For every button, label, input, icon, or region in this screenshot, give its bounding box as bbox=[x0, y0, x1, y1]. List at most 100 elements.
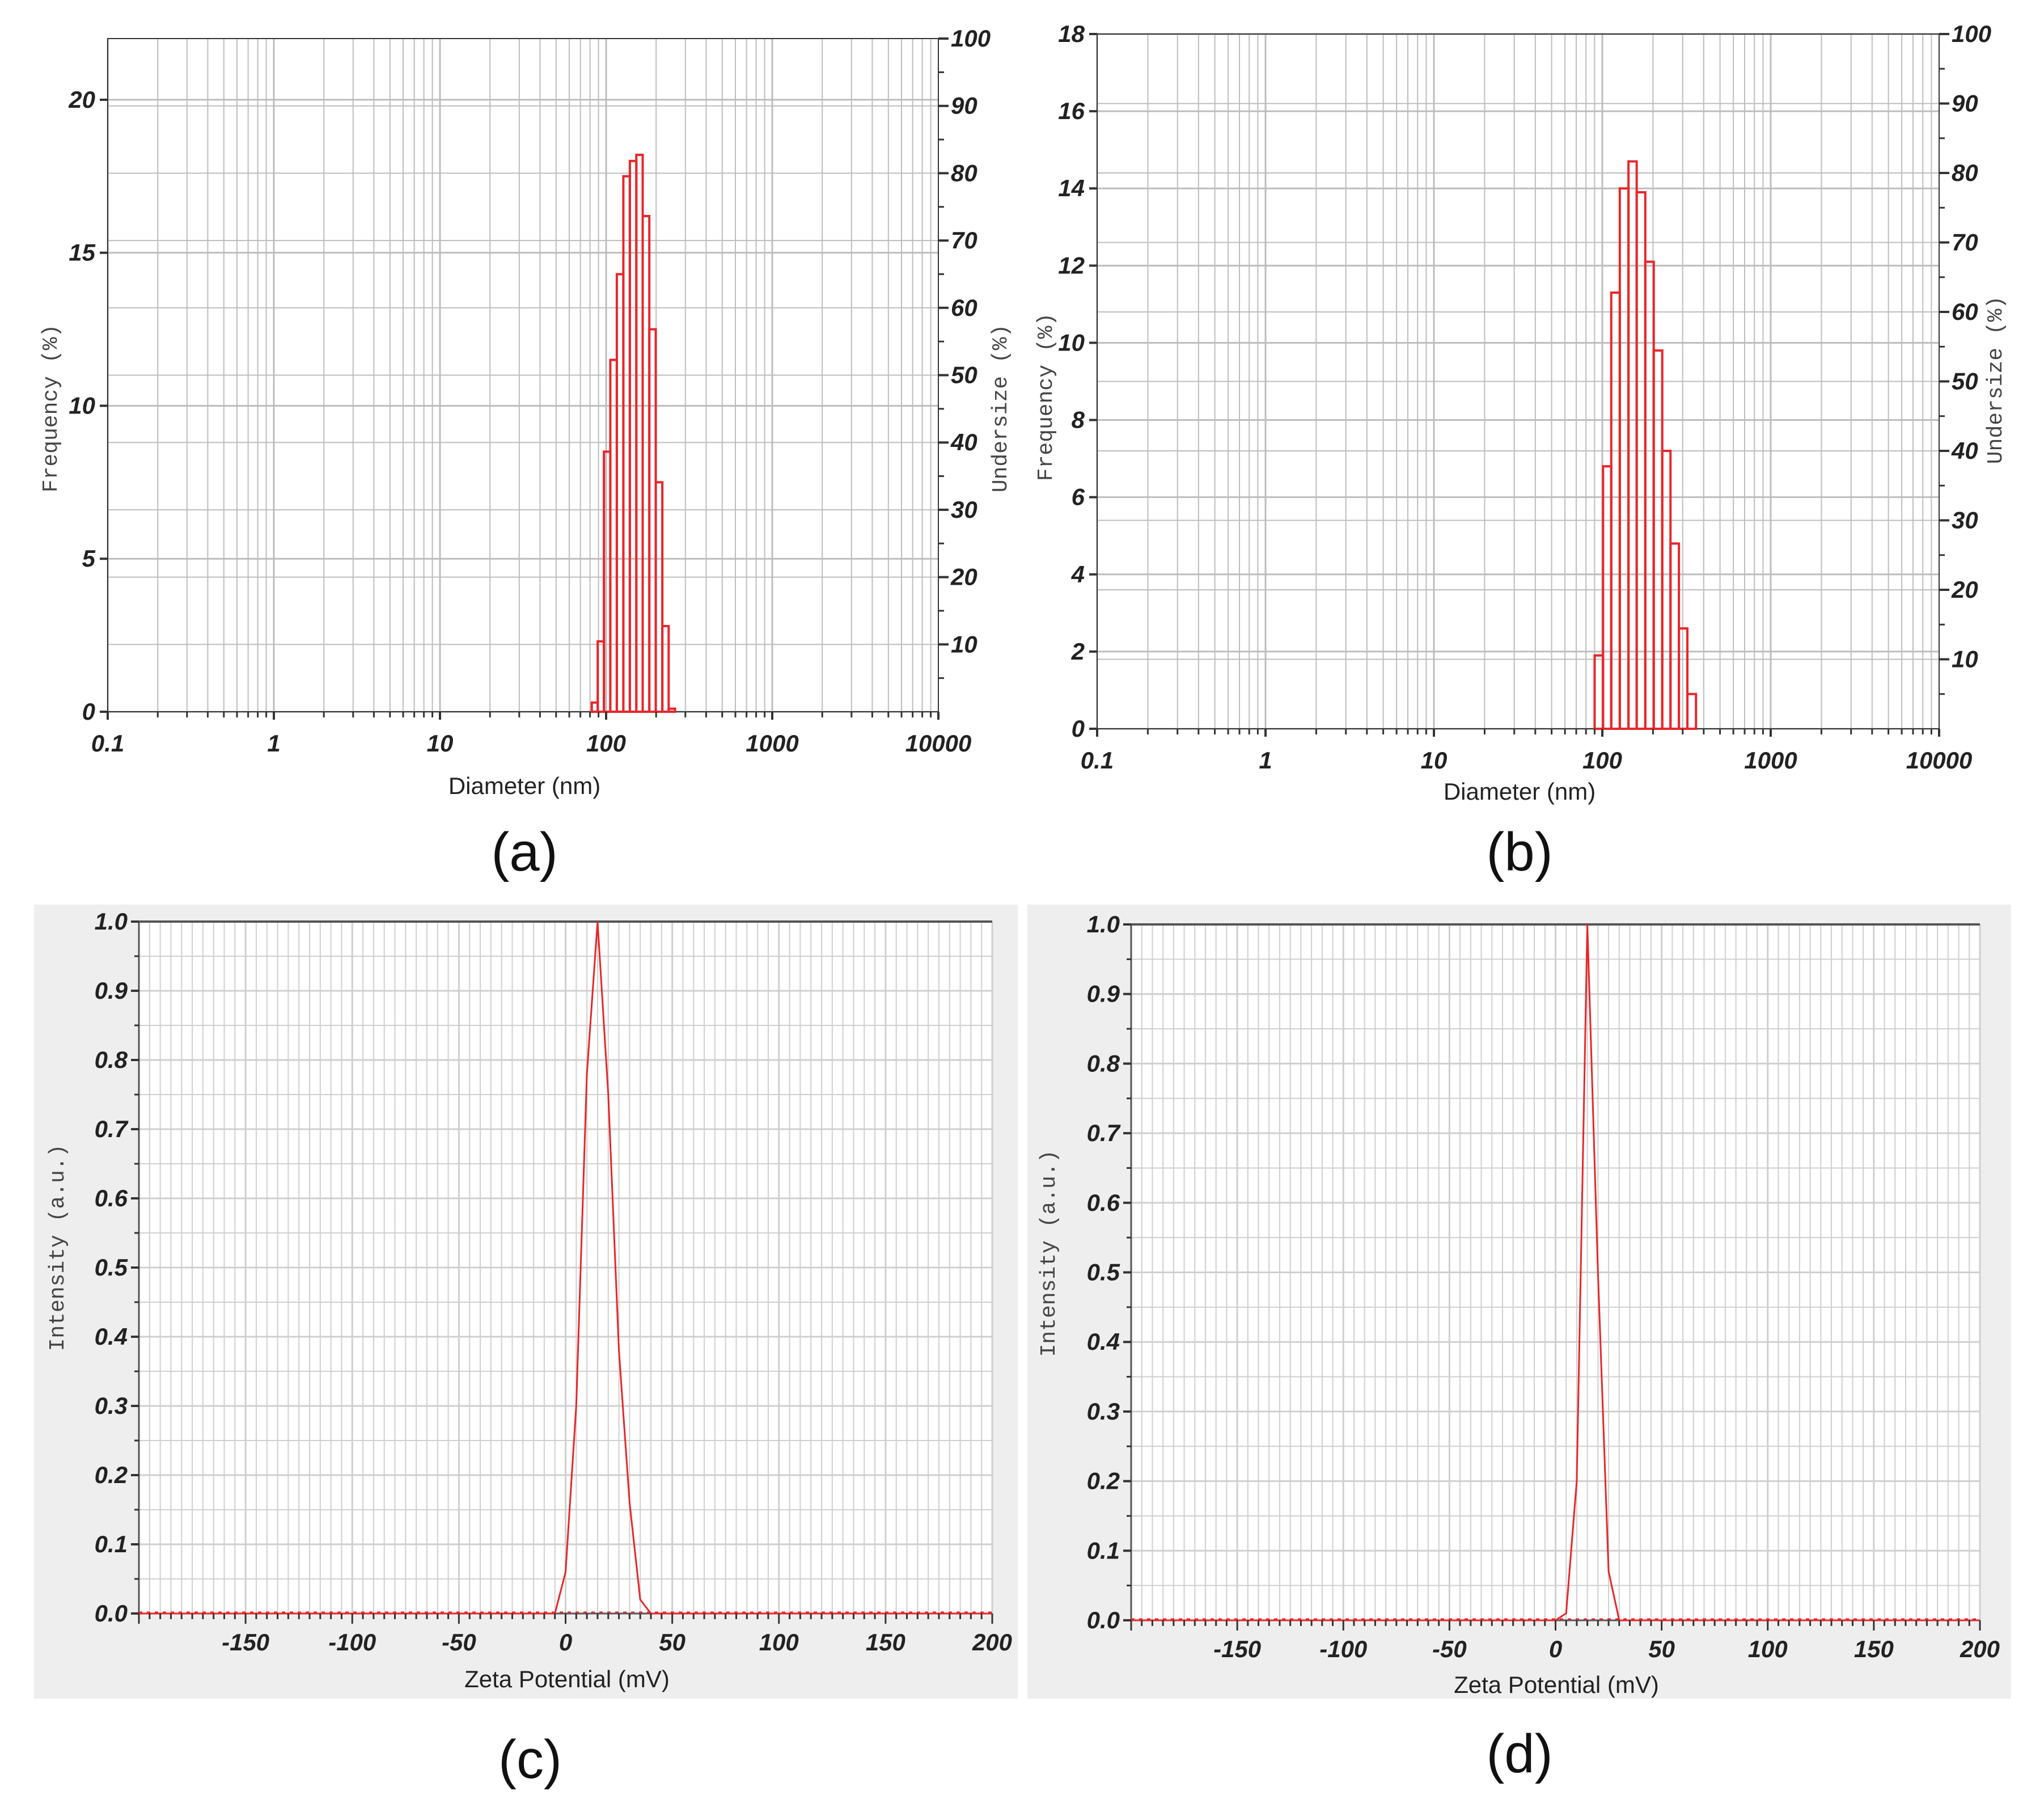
x-tick-label: -150 bbox=[222, 1629, 269, 1655]
x-tick-label: 200 bbox=[1960, 1636, 2000, 1662]
y2-tick-label: 50 bbox=[1952, 368, 1978, 395]
x-tick-label: -50 bbox=[1432, 1636, 1467, 1662]
panel-b-label: (b) bbox=[1486, 822, 1552, 882]
panel-d-xlabel: Zeta Potential (mV) bbox=[1454, 1671, 1659, 1698]
panel-c-ylabel: Intensity (a.u.) bbox=[46, 1144, 70, 1351]
x-tick-label: -150 bbox=[1213, 1636, 1261, 1662]
y-tick-label: 0.8 bbox=[1087, 1050, 1120, 1076]
y-tick-label: 0 bbox=[82, 698, 95, 725]
y-tick-label: 5 bbox=[82, 545, 96, 572]
y-tick-label: 0.0 bbox=[1087, 1607, 1120, 1633]
x-tick-label: 1 bbox=[1259, 747, 1272, 774]
panel-b-bars bbox=[1593, 160, 1698, 730]
y-tick-label: 0.2 bbox=[95, 1462, 128, 1488]
x-tick-label: 50 bbox=[659, 1629, 685, 1655]
panel-d: -150 -100 -50 0 50 100 150 200 0.0 0.1 0.2 0.3 0.4 0.… bbox=[1037, 911, 2000, 1784]
y2-tick-label: 100 bbox=[1952, 20, 1991, 47]
panel-b-xlabel: Diameter (nm) bbox=[1444, 778, 1596, 805]
x-tick-label: 0 bbox=[559, 1629, 572, 1655]
y-tick-label: 0.0 bbox=[95, 1600, 128, 1627]
x-tick-label: 100 bbox=[1748, 1636, 1788, 1662]
y-tick-label: 0.9 bbox=[95, 977, 128, 1004]
panel-b-ticks: 0.1 1 10 100 1000 10000 0 2 4 6 8 10 12 14 16 18 10 20 30 4… bbox=[1058, 20, 1991, 774]
y2-tick-label: 30 bbox=[1952, 507, 1978, 534]
y-tick-label: 8 bbox=[1072, 407, 1085, 433]
x-tick-label: 150 bbox=[1854, 1636, 1894, 1662]
y2-tick-label: 80 bbox=[1952, 159, 1978, 186]
x-tick-label: 0 bbox=[1549, 1636, 1562, 1662]
y-tick-label: 20 bbox=[68, 86, 95, 113]
panel-a-ticks: 0.1 1 10 100 1000 10000 0 5 10 15 20 10 20 30 40 50 60 70… bbox=[68, 25, 991, 757]
y-tick-label: 0.5 bbox=[95, 1254, 128, 1281]
histogram-bar bbox=[667, 707, 676, 713]
panel-d-ylabel: Intensity (a.u.) bbox=[1037, 1150, 1061, 1357]
y-tick-label: 0 bbox=[1072, 715, 1085, 742]
y-tick-label: 0.3 bbox=[1087, 1398, 1120, 1425]
y-tick-label: 6 bbox=[1072, 484, 1085, 510]
y-tick-label: 0.6 bbox=[95, 1185, 128, 1211]
y-tick-label: 0.4 bbox=[95, 1323, 128, 1350]
panel-a-label: (a) bbox=[491, 822, 557, 882]
panel-c: -150 -100 -50 0 50 100 150 200 0.0 0.1 0.2 0.3 0.4 0.… bbox=[46, 908, 1012, 1790]
x-tick-label: 100 bbox=[586, 730, 626, 757]
x-tick-label: 50 bbox=[1648, 1636, 1675, 1662]
panel-c-xlabel: Zeta Potential (mV) bbox=[464, 1666, 670, 1692]
y-tick-label: 0.1 bbox=[1087, 1537, 1120, 1564]
x-tick-label: 10000 bbox=[1906, 747, 1973, 774]
histogram-bar bbox=[661, 624, 670, 713]
y-tick-label: 0.4 bbox=[1087, 1328, 1120, 1355]
panel-a-xlabel: Diameter (nm) bbox=[448, 772, 600, 799]
panel-c-grid bbox=[138, 920, 993, 1615]
panel-c-label: (c) bbox=[498, 1729, 562, 1790]
y-tick-label: 15 bbox=[69, 239, 95, 266]
y-tick-label: 0.1 bbox=[95, 1531, 128, 1557]
y-tick-label: 0.8 bbox=[95, 1046, 128, 1073]
y2-tick-label: 50 bbox=[951, 362, 977, 388]
panel-a-ylabel: Frequency (%) bbox=[39, 324, 64, 492]
y2-tick-label: 40 bbox=[1951, 437, 1978, 464]
panel-c-ticks: -150 -100 -50 0 50 100 150 200 0.0 0.1 0.2 0.3 0.4 0.… bbox=[95, 908, 1012, 1655]
y2-tick-label: 90 bbox=[951, 92, 977, 119]
x-tick-label: 1000 bbox=[746, 730, 798, 757]
y2-tick-label: 10 bbox=[1952, 646, 1978, 673]
x-tick-label: -100 bbox=[1319, 1636, 1367, 1662]
y2-tick-label: 60 bbox=[1952, 298, 1978, 325]
y2-tick-label: 70 bbox=[1952, 229, 1978, 256]
y2-tick-label: 80 bbox=[951, 159, 977, 186]
y-tick-label: 0.7 bbox=[1087, 1120, 1121, 1146]
y-tick-label: 12 bbox=[1058, 252, 1085, 278]
x-tick-label: 100 bbox=[1582, 747, 1622, 774]
x-tick-label: 10000 bbox=[905, 730, 972, 757]
y-tick-label: 16 bbox=[1058, 98, 1085, 124]
x-tick-label: 0.1 bbox=[1081, 747, 1114, 774]
panel-b-y2label: Undersize (%) bbox=[1984, 296, 2008, 464]
x-tick-label: 150 bbox=[866, 1629, 905, 1655]
y-tick-label: 0.7 bbox=[95, 1116, 129, 1142]
x-tick-label: 1 bbox=[267, 730, 280, 757]
panel-a: 0.1 1 10 100 1000 10000 0 5 10 15 20 10 20 30 40 50 60 70… bbox=[39, 25, 1013, 882]
panel-d-grid bbox=[1130, 923, 1981, 1621]
histogram-bar bbox=[654, 481, 664, 713]
y-tick-label: 1.0 bbox=[95, 908, 128, 935]
x-tick-label: 100 bbox=[759, 1629, 799, 1655]
y-tick-label: 0.5 bbox=[1087, 1259, 1120, 1286]
histogram-bar bbox=[1686, 692, 1698, 730]
panel-b-grid bbox=[1096, 33, 1940, 730]
y2-tick-label: 60 bbox=[951, 294, 977, 321]
panel-d-label: (d) bbox=[1486, 1724, 1552, 1784]
y2-tick-label: 90 bbox=[1952, 90, 1978, 117]
x-tick-label: 1000 bbox=[1744, 747, 1797, 774]
y-tick-label: 18 bbox=[1058, 20, 1085, 47]
y-tick-label: 14 bbox=[1058, 175, 1085, 201]
panel-b-ylabel: Frequency (%) bbox=[1034, 313, 1059, 481]
x-tick-label: 0.1 bbox=[91, 730, 124, 757]
y2-tick-label: 10 bbox=[951, 631, 977, 657]
panel-b: 0.1 1 10 100 1000 10000 0 2 4 6 8 10 12 14 16 18 10 20 30 4… bbox=[1034, 20, 2008, 882]
y2-tick-label: 40 bbox=[950, 429, 977, 455]
y-tick-label: 4 bbox=[1071, 561, 1085, 588]
y-tick-label: 0.6 bbox=[1087, 1189, 1120, 1216]
y2-tick-label: 20 bbox=[950, 564, 977, 590]
y-tick-label: 10 bbox=[1058, 329, 1085, 356]
y2-tick-label: 70 bbox=[951, 227, 977, 254]
